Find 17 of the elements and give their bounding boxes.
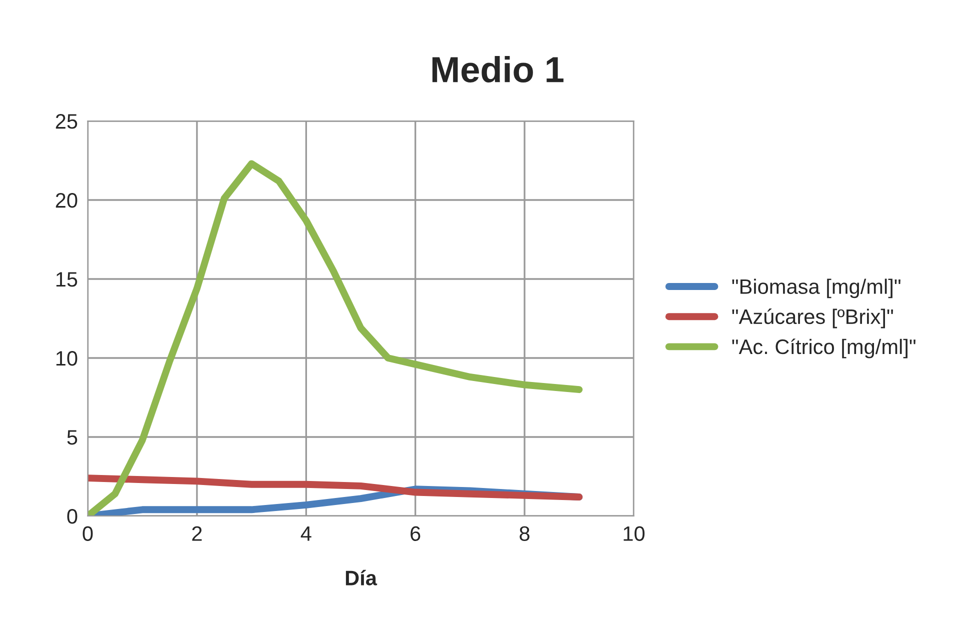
x-tick-label: 4 (300, 526, 312, 541)
y-tick-label: 25 (56, 114, 78, 129)
y-tick-label: 10 (56, 350, 78, 366)
x-tick-label: 6 (410, 526, 420, 541)
y-tick-label: 20 (56, 193, 78, 208)
y-tick-label: 15 (56, 272, 78, 287)
chart-title: Medio 1 (432, 56, 564, 82)
y-tick-label: 0 (67, 508, 78, 524)
legend-label: "Ac. Cítrico [mg/ml]" (732, 338, 916, 358)
legend-label: "Biomasa [mg/ml]" (732, 278, 900, 298)
x-tick-label: 2 (192, 526, 202, 541)
x-axis-title: Día (346, 570, 378, 586)
x-tick-label: 0 (82, 526, 93, 541)
y-tick-label: 5 (67, 430, 78, 445)
x-tick-label: 10 (624, 526, 645, 541)
legend-label: "Azúcares [ºBrix]" (732, 308, 893, 328)
x-tick-label: 8 (520, 526, 530, 541)
